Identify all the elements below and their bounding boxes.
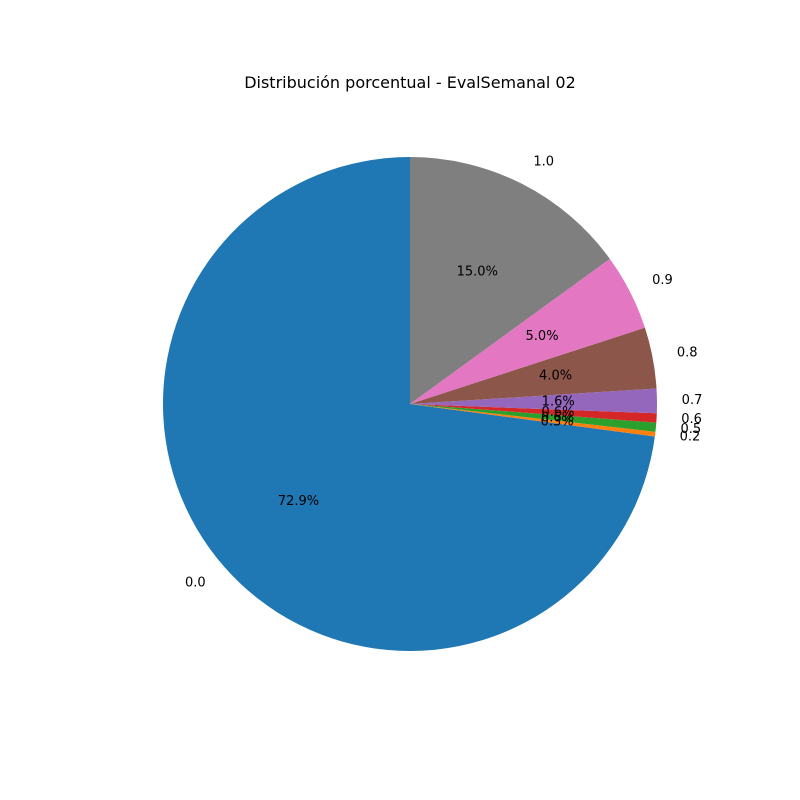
percent-label-1-0: 15.0% (457, 264, 498, 279)
percent-labels: 72.9% 0.3%0.6%0.6%1.6% 4.0% 5.0% 15.0% (278, 264, 575, 509)
pie-slice-0-7 (410, 388, 657, 414)
category-label-0-9: 0.9 (652, 273, 673, 288)
category-label-0-6: 0.6 (681, 412, 702, 427)
pie-slice-1-0 (410, 157, 610, 404)
percent-label-0-6: 0.6% (541, 405, 574, 420)
pie-slice-0-9 (410, 258, 645, 404)
category-label-0-2: 0.2 (680, 430, 701, 445)
category-label-0-7: 0.7 (682, 393, 703, 408)
percent-label-0-9: 5.0% (526, 329, 559, 344)
percent-label-0-5: 0.6% (541, 410, 574, 425)
pie-slice-0-2 (410, 404, 656, 437)
percent-label-0-0: 72.9% (278, 494, 319, 509)
pie-slice-0-5 (410, 404, 657, 432)
category-label-0-0: 0.0 (185, 576, 206, 591)
pie-slice-0-6 (410, 404, 657, 423)
category-label-0-5: 0.5 (680, 422, 701, 437)
category-label-1-0: 1.0 (533, 154, 554, 169)
percent-label-0-7: 1.6% (542, 395, 575, 410)
pie-slices (163, 157, 657, 651)
pie-slice-0-0 (163, 157, 655, 651)
pie-slice-0-8 (410, 327, 657, 404)
percent-label-0-8: 4.0% (539, 369, 572, 384)
category-label-0-8: 0.8 (677, 346, 698, 361)
category-labels: 0.0 0.20.50.6 0.7 0.8 0.9 1.0 (185, 154, 702, 590)
percent-label-0-2: 0.3% (541, 415, 574, 430)
chart-title: Distribución porcentual - EvalSemanal 02 (244, 73, 576, 92)
